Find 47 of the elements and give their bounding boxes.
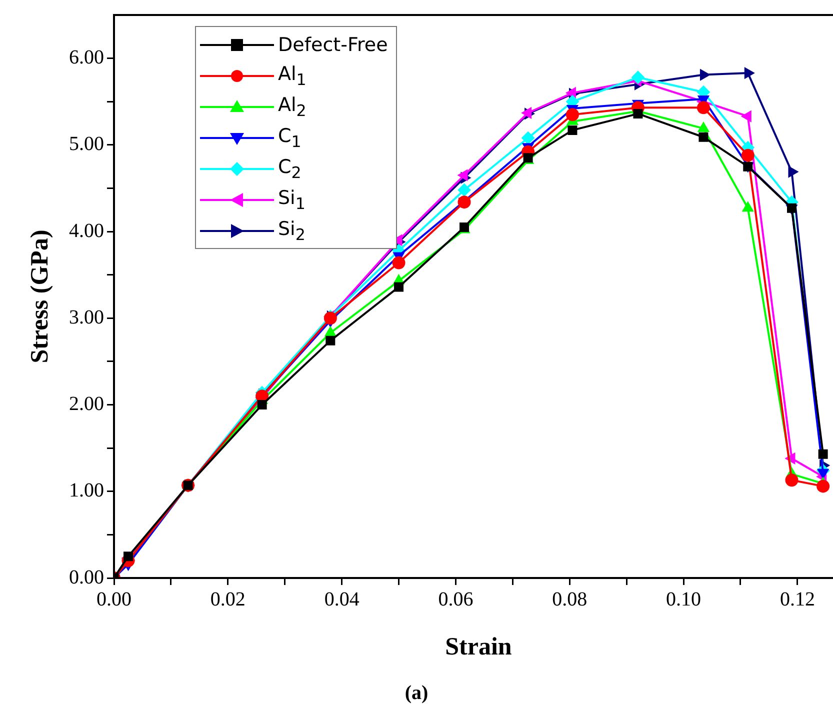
point: [698, 132, 708, 142]
x-tick-label: 0.12: [780, 588, 815, 610]
point: [631, 70, 644, 84]
y-tick-label: 1.00: [69, 480, 104, 502]
point: [257, 400, 267, 410]
y-tick-label: 3.00: [69, 306, 104, 328]
y-tick-label: 2.00: [69, 393, 104, 416]
y-tick-label: 4.00: [69, 220, 104, 242]
x-axis-title: Strain: [445, 633, 512, 660]
x-tick-label: 0.02: [210, 588, 246, 610]
x-tick-label: 0.00: [96, 588, 132, 610]
point: [392, 256, 406, 270]
x-tick-label: 0.08: [552, 588, 588, 610]
legend-label: C$_{1}$: [278, 124, 302, 150]
point: [568, 125, 578, 135]
point: [742, 202, 754, 212]
x-tick-label: 0.04: [324, 588, 360, 610]
point: [818, 449, 828, 459]
point: [522, 131, 535, 144]
point: [744, 67, 754, 79]
legend-label: Al$_{2}$: [278, 94, 306, 120]
legend-label: Defect-Free: [278, 34, 388, 56]
point: [394, 282, 404, 292]
point: [788, 166, 798, 178]
point: [458, 183, 471, 196]
point: [522, 107, 532, 119]
point: [785, 474, 798, 487]
text: (a): [404, 682, 430, 705]
y-tick-label: 6.00: [69, 46, 104, 69]
x-tick-label: 0.06: [438, 588, 474, 610]
point: [326, 336, 336, 346]
point: [816, 480, 830, 493]
point: [787, 203, 796, 213]
y-tick-label: 0.00: [69, 566, 104, 588]
point: [566, 108, 579, 122]
point: [817, 468, 829, 479]
x-tick-label: 0.10: [666, 588, 702, 610]
point: [123, 552, 133, 562]
y-tick-label: 5.00: [69, 133, 104, 156]
y-axis-title: Stress (GPa): [26, 230, 54, 364]
legend-label: C$_{2}$: [278, 156, 302, 182]
legend-label: Al$_{1}$: [278, 62, 306, 88]
legend-label: Si$_{2}$: [278, 218, 306, 244]
point: [700, 69, 710, 80]
point: [741, 148, 754, 162]
point: [633, 109, 643, 118]
legend-label: Si$_{1}$: [278, 186, 306, 212]
